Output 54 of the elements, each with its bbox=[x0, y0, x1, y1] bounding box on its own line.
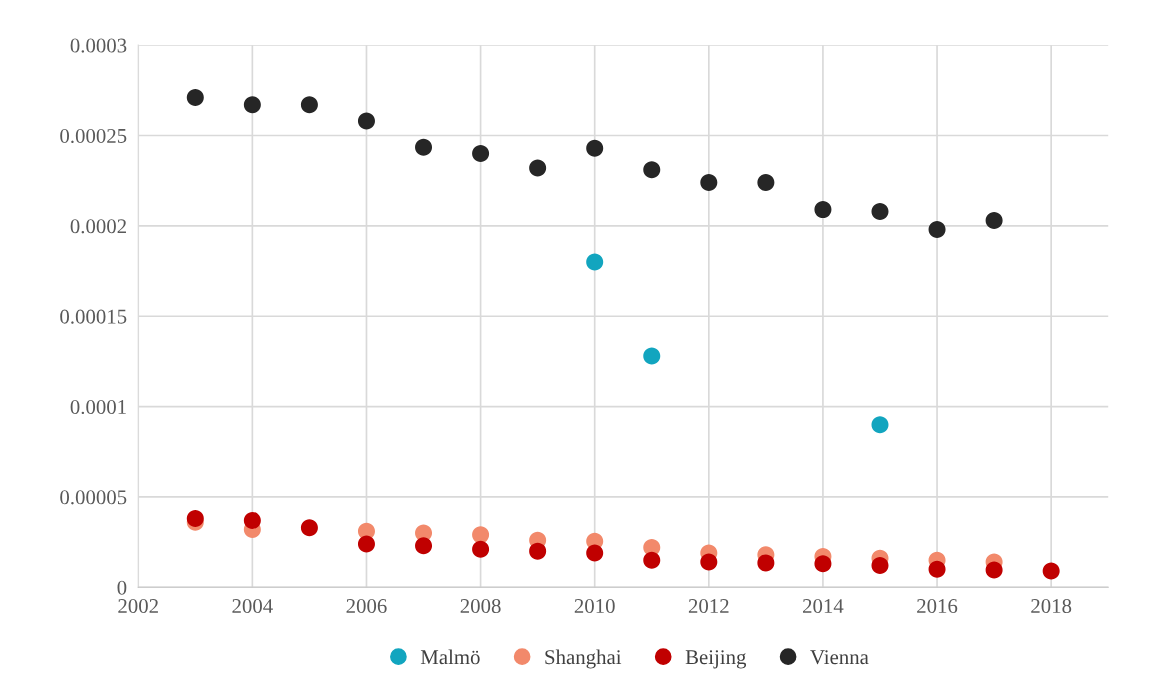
point bbox=[586, 253, 604, 271]
point bbox=[643, 347, 661, 365]
point bbox=[472, 145, 490, 163]
point bbox=[700, 553, 718, 571]
point bbox=[243, 511, 261, 529]
point bbox=[871, 202, 889, 220]
y-tick-label: 0.0002 bbox=[70, 219, 126, 234]
point bbox=[1042, 562, 1060, 580]
y-tick-label: 0.0003 bbox=[70, 38, 127, 53]
point bbox=[357, 112, 375, 130]
point bbox=[643, 161, 661, 179]
y-tick-label: 0.0001 bbox=[70, 399, 126, 415]
point bbox=[757, 174, 775, 192]
point bbox=[586, 139, 604, 157]
point bbox=[357, 535, 375, 553]
y-tick-label: 0.00025 bbox=[60, 128, 127, 144]
point bbox=[472, 540, 490, 558]
point bbox=[415, 138, 433, 156]
point bbox=[300, 96, 318, 114]
point bbox=[586, 544, 604, 562]
point bbox=[643, 551, 661, 569]
point bbox=[529, 159, 547, 177]
x-tick-label: 2004 bbox=[232, 598, 273, 614]
legend-label: Shanghai bbox=[545, 649, 622, 669]
point bbox=[415, 537, 433, 555]
point bbox=[243, 96, 261, 114]
point bbox=[472, 526, 490, 544]
point bbox=[186, 89, 204, 107]
point bbox=[871, 416, 889, 434]
point bbox=[985, 211, 1003, 229]
legend-label: Vienna bbox=[810, 650, 869, 665]
x-tick-label: 2018 bbox=[1031, 598, 1072, 614]
x-tick-label: 2014 bbox=[803, 598, 844, 614]
legend-label: Beijing bbox=[685, 650, 747, 669]
point bbox=[985, 561, 1003, 579]
legend-label: Malmö bbox=[420, 649, 480, 665]
y-tick-label: 0.00005 bbox=[60, 490, 127, 505]
point bbox=[757, 554, 775, 572]
point bbox=[529, 542, 547, 560]
point bbox=[814, 555, 832, 573]
point bbox=[871, 557, 889, 575]
point bbox=[700, 174, 718, 192]
point bbox=[928, 220, 946, 238]
x-tick-label: 2012 bbox=[688, 598, 729, 614]
x-tick-label: 2002 bbox=[118, 598, 158, 614]
x-tick-label: 2016 bbox=[917, 598, 958, 614]
point bbox=[814, 201, 832, 219]
y-tick-label: 0.00015 bbox=[60, 309, 127, 324]
x-tick-label: 2010 bbox=[574, 598, 615, 614]
point bbox=[928, 560, 946, 578]
x-tick-label: 2006 bbox=[346, 598, 387, 614]
y-tick-label: 0 bbox=[117, 580, 127, 595]
x-tick-label: 2008 bbox=[460, 598, 501, 614]
point bbox=[300, 519, 318, 537]
